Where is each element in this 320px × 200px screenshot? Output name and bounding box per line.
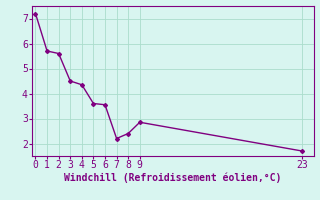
X-axis label: Windchill (Refroidissement éolien,°C): Windchill (Refroidissement éolien,°C) xyxy=(64,173,282,183)
